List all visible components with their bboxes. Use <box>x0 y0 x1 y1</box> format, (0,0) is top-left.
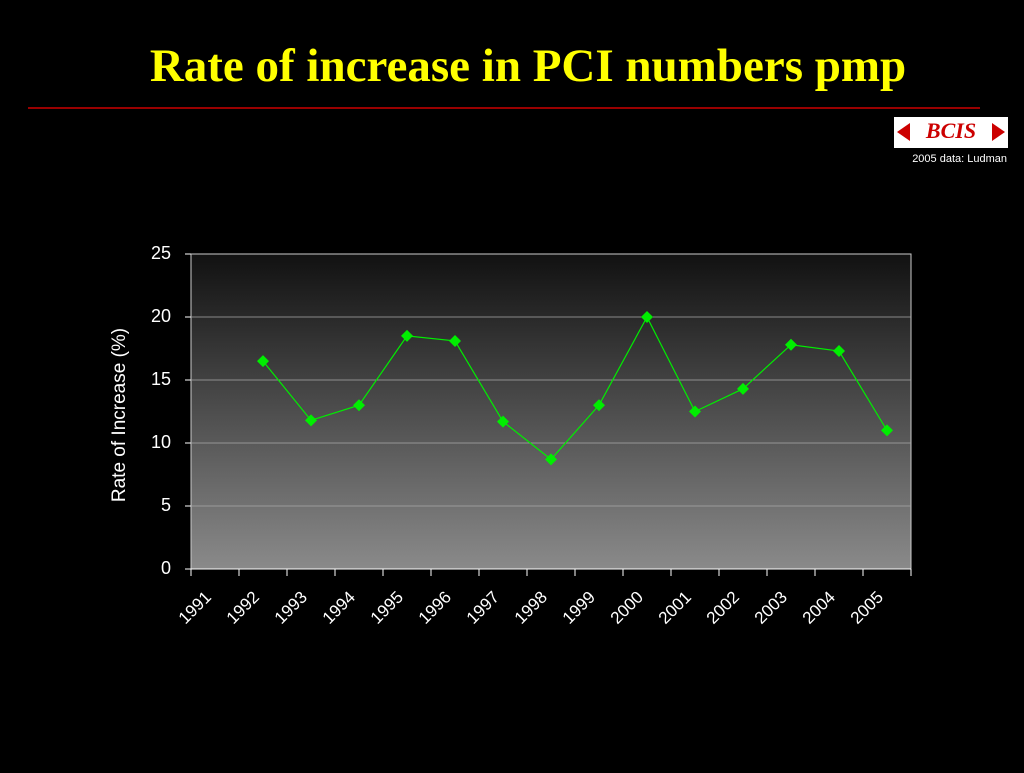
point-marker <box>401 329 413 342</box>
x-tick-label: 1997 <box>463 588 503 628</box>
y-tick-label: 15 <box>151 369 171 389</box>
point-marker <box>257 355 269 368</box>
x-tick-label: 1998 <box>511 588 551 628</box>
plot-area <box>190 253 912 570</box>
source-note: 2005 data: Ludman <box>912 153 1007 165</box>
point-marker <box>785 338 797 351</box>
logo-box <box>894 117 1008 148</box>
x-tick-label: 2001 <box>655 588 695 628</box>
point-marker <box>353 399 365 412</box>
point-marker <box>737 382 749 395</box>
logo: BCIS <box>894 117 1008 148</box>
y-axis-label: Rate of Increase (%) <box>109 328 130 502</box>
point-marker <box>641 311 653 323</box>
x-tick-label: 2002 <box>703 588 743 628</box>
chart-title: Rate of increase in PCI numbers pmp <box>150 40 906 92</box>
y-tick-label: 5 <box>161 495 171 515</box>
x-tick-label: 2003 <box>751 588 791 628</box>
x-tick-label: 2000 <box>607 588 647 628</box>
point-marker <box>881 424 893 437</box>
logo-arrow <box>897 123 910 141</box>
point-marker <box>449 334 461 347</box>
x-tick-label: 1994 <box>319 588 359 628</box>
x-tick-label: 1993 <box>271 588 311 628</box>
y-tick-label: 10 <box>151 432 171 452</box>
x-tick-label: 1992 <box>223 588 263 628</box>
point-marker <box>305 414 317 427</box>
x-tick-label: 1999 <box>559 588 599 628</box>
y-tick-label: 20 <box>151 306 171 326</box>
x-tick-label: 2005 <box>847 588 887 628</box>
point-marker <box>497 415 509 428</box>
y-tick-label: 25 <box>151 243 171 263</box>
y-tick-label: 0 <box>161 558 171 578</box>
point-marker <box>545 453 557 466</box>
series-line <box>262 315 888 461</box>
x-tick-label: 2004 <box>799 588 839 628</box>
x-tick-label: 1995 <box>367 588 407 628</box>
point-marker <box>689 405 701 418</box>
point-marker <box>833 345 845 358</box>
logo-text: BCIS <box>925 118 976 143</box>
point-marker <box>593 399 605 412</box>
x-tick-label: 1996 <box>415 588 455 628</box>
logo-arrow <box>992 123 1005 141</box>
x-tick-label: 1991 <box>175 588 215 628</box>
